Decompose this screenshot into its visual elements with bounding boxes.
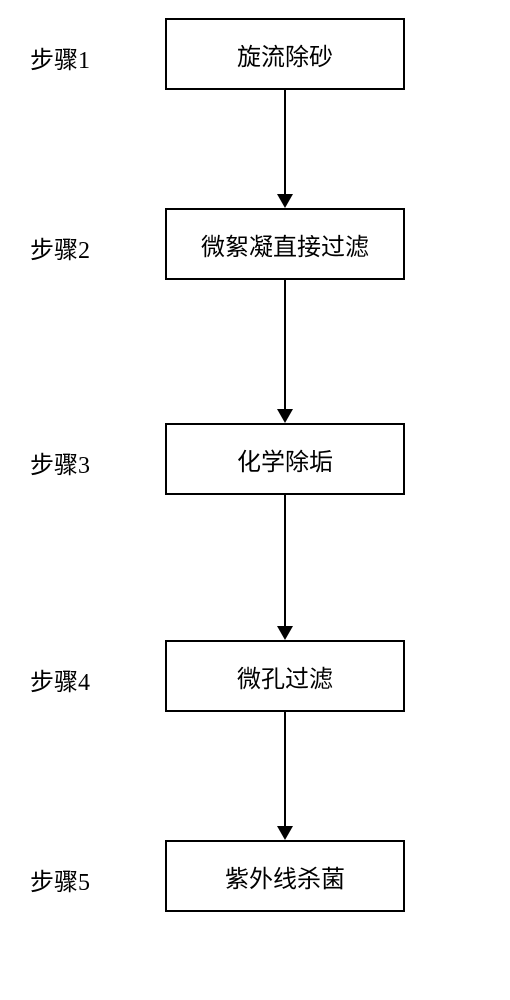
step-text-1: 旋流除砂 bbox=[237, 37, 333, 72]
arrow-1 bbox=[277, 90, 293, 208]
step-label-4: 步骤4 bbox=[30, 662, 90, 697]
step-box-1: 旋流除砂 bbox=[165, 18, 405, 90]
step-box-5: 紫外线杀菌 bbox=[165, 840, 405, 912]
arrow-2 bbox=[277, 280, 293, 423]
arrow-4 bbox=[277, 712, 293, 840]
step-label-2: 步骤2 bbox=[30, 230, 90, 265]
arrow-head-icon-3 bbox=[277, 626, 293, 640]
arrow-line-2 bbox=[284, 280, 286, 409]
step-label-3: 步骤3 bbox=[30, 445, 90, 480]
step-box-3: 化学除垢 bbox=[165, 423, 405, 495]
step-label-5: 步骤5 bbox=[30, 862, 90, 897]
step-text-2: 微絮凝直接过滤 bbox=[201, 227, 369, 262]
arrow-3 bbox=[277, 495, 293, 640]
arrow-line-3 bbox=[284, 495, 286, 626]
step-text-4: 微孔过滤 bbox=[237, 659, 333, 694]
arrow-line-4 bbox=[284, 712, 286, 826]
step-label-1: 步骤1 bbox=[30, 40, 90, 75]
arrow-line-1 bbox=[284, 90, 286, 194]
step-box-2: 微絮凝直接过滤 bbox=[165, 208, 405, 280]
step-box-4: 微孔过滤 bbox=[165, 640, 405, 712]
arrow-head-icon-2 bbox=[277, 409, 293, 423]
flowchart-container: 步骤1 旋流除砂 步骤2 微絮凝直接过滤 步骤3 化学除垢 步骤4 微孔过滤 步 bbox=[0, 0, 510, 1000]
step-text-3: 化学除垢 bbox=[237, 442, 333, 477]
step-text-5: 紫外线杀菌 bbox=[225, 859, 345, 894]
arrow-head-icon-4 bbox=[277, 826, 293, 840]
arrow-head-icon-1 bbox=[277, 194, 293, 208]
